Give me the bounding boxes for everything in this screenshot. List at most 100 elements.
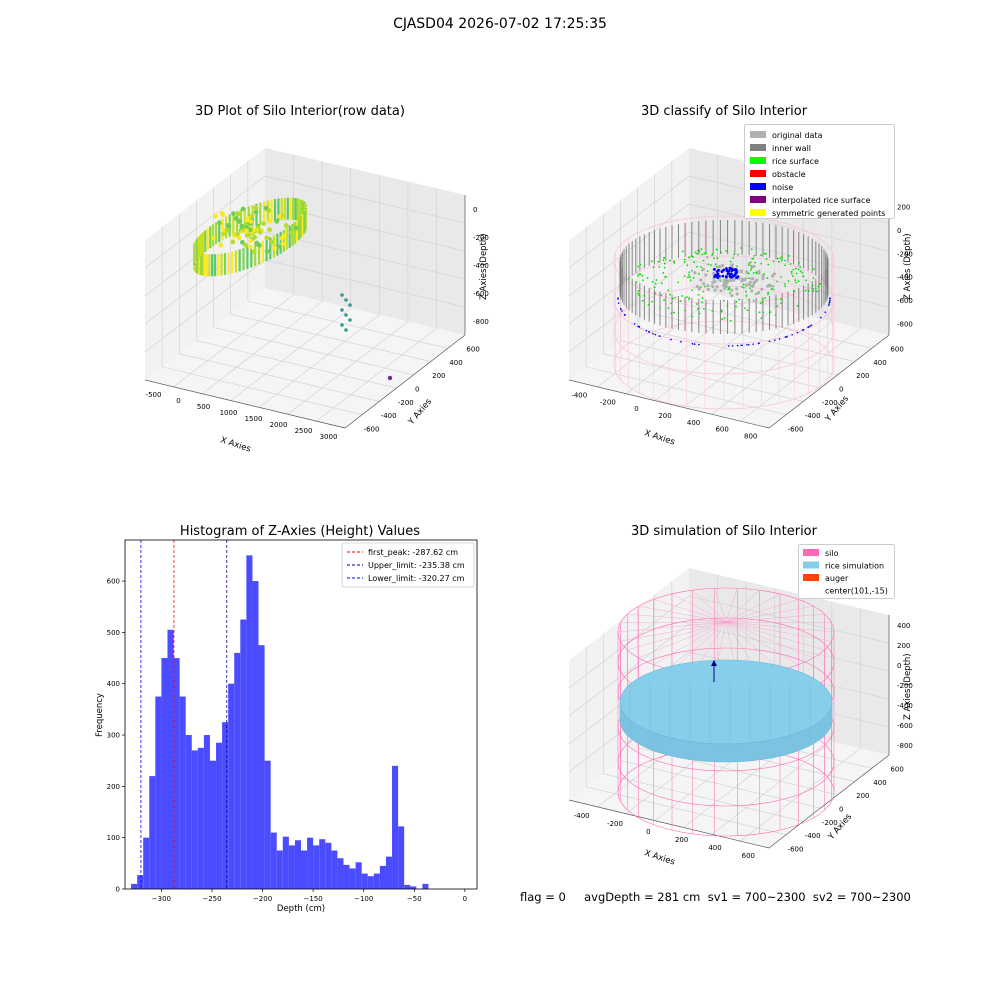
surface-point: [251, 249, 257, 255]
silo-roof-line: [725, 590, 760, 623]
silo-roof-line: [620, 621, 727, 642]
z-tick-label: -600: [473, 290, 489, 298]
rice-surface-point: [683, 258, 686, 261]
surface-point: [231, 211, 236, 217]
surface-point: [267, 227, 273, 233]
silo-roof-line: [653, 599, 727, 623]
noise-point: [828, 304, 830, 306]
rice-surface-point: [772, 288, 774, 291]
rice-surface-point: [745, 294, 748, 297]
outlier-point: [387, 375, 393, 381]
rice-surface-point: [651, 300, 654, 303]
rice-surface-point: [795, 281, 798, 284]
rice-simulation-side: [619, 701, 833, 763]
rice-surface-point: [696, 308, 699, 310]
outlier-point: [340, 308, 344, 312]
surface-point: [236, 235, 242, 241]
noise-point: [829, 299, 831, 302]
rice-surface-point: [653, 286, 656, 289]
surface-point: [236, 218, 242, 224]
surface-point: [244, 233, 250, 238]
histogram-bar: [313, 845, 320, 889]
rice-surface-point: [690, 255, 693, 258]
rice-surface-point: [694, 251, 697, 254]
rice-surface-point: [660, 294, 663, 297]
original-data-point: [730, 293, 734, 298]
x-tick-label: −150: [304, 895, 323, 903]
rice-surface-point: [770, 288, 773, 290]
rice-surface-point: [761, 298, 764, 301]
noise-point: [758, 342, 760, 345]
original-data-point: [713, 288, 717, 292]
x-tick-label: 2500: [295, 427, 313, 435]
x-tick-label: −50: [407, 895, 422, 903]
silo-roof-line: [671, 593, 727, 623]
rice-surface-point: [765, 257, 768, 260]
rice-surface-point: [663, 257, 666, 259]
silo-roof-line: [671, 621, 727, 671]
rice-surface-point: [780, 276, 783, 279]
y-tick-label: 200: [107, 783, 120, 791]
noise-point: [774, 339, 776, 341]
rice-surface-point: [691, 315, 694, 318]
original-data-point: [730, 263, 734, 267]
rice-surface-point: [811, 284, 814, 287]
histogram-bar: [355, 862, 362, 889]
rice-surface-point: [669, 259, 671, 262]
noise-point: [638, 326, 641, 328]
legend-entry: inner wall: [772, 144, 811, 153]
rice-surface-point: [776, 305, 779, 308]
rice-surface-point: [722, 299, 725, 302]
rice-surface-point: [727, 288, 729, 291]
y-ticks: -600-400-2000 200 400 600: [364, 346, 480, 434]
surface-point: [212, 213, 218, 219]
x-tick-label: 0: [646, 828, 650, 836]
z-tick-label: -400: [897, 702, 913, 710]
rice-surface-point: [759, 302, 762, 305]
outlier-point: [348, 303, 352, 307]
rice-surface-point: [713, 257, 715, 260]
rice-surface-point: [741, 286, 743, 288]
outlier-point: [348, 318, 352, 322]
rice-surface-point: [663, 266, 666, 269]
rice-surface-point: [695, 303, 698, 305]
surface-point: [243, 242, 249, 248]
y-tick-label: -400: [805, 832, 821, 840]
rice-surface-point: [643, 294, 646, 297]
simulation-legend: silo rice simulation auger center(101,-15): [798, 544, 895, 599]
x-tick-label: 600: [715, 426, 728, 434]
rice-surface-point: [760, 262, 763, 265]
surface-point: [220, 212, 226, 218]
noise-point: [724, 275, 728, 278]
classify-legend: original data inner wall rice surface obsta…: [744, 124, 895, 219]
rice-surface-point: [750, 264, 753, 267]
rice-surface-point: [685, 296, 688, 299]
original-data-point: [706, 284, 710, 288]
rice-surface-point: [772, 260, 775, 263]
rice-surface-point: [738, 298, 741, 301]
rice-surface-point: [664, 276, 666, 278]
surface-point: [243, 228, 249, 234]
y-tick-label: 0: [415, 386, 419, 394]
histogram-bar: [137, 875, 144, 889]
original-data-point: [761, 274, 765, 278]
rice-surface-point: [777, 260, 780, 263]
rice-surface-point: [736, 265, 738, 268]
histogram-bar: [294, 840, 301, 889]
rice-surface-point: [702, 290, 705, 293]
noise-point: [715, 270, 719, 273]
noise-point: [828, 303, 830, 305]
rice-surface-point: [767, 291, 770, 294]
surface-point: [252, 234, 257, 240]
rice-surface-point: [784, 264, 786, 267]
legend-swatch: [750, 196, 766, 203]
noise-point: [623, 313, 626, 316]
silo-roof-line: [725, 605, 814, 623]
surface-point: [248, 218, 254, 224]
rice-surface-point: [690, 289, 693, 292]
rice-surface-point: [716, 257, 719, 260]
status-footer: flag = 0 avgDepth = 281 cm sv1 = 700~230…: [520, 890, 911, 904]
rice-surface-point: [795, 267, 797, 270]
original-data-point: [697, 287, 701, 291]
